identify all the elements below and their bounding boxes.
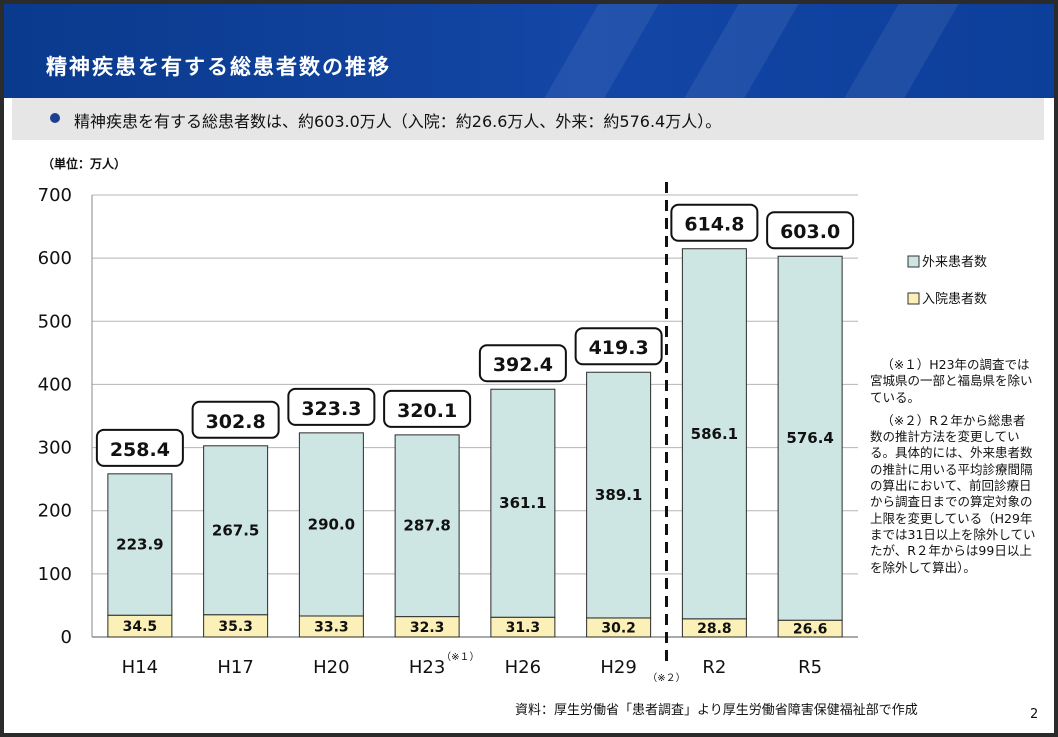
outpatient-value-label: 389.1 [595,486,642,504]
inpatient-value-label: 31.3 [506,620,541,636]
outpatient-value-label: 223.9 [116,536,163,554]
source-note: 資料：厚生労働省「患者調査」より厚生労働省障害保健福祉部で作成 [515,703,918,718]
total-value-label: 419.3 [589,337,649,359]
total-value-box [766,211,855,250]
inpatient-value-label: 35.3 [218,619,253,635]
x-tick-label: H17 [217,657,253,678]
inpatient-value-label: 32.3 [410,620,445,636]
inpatient-value-label: 34.5 [123,619,158,635]
total-value-label: 323.3 [301,398,361,420]
total-value-label: 258.4 [110,439,170,461]
legend-label: 入院患者数 [922,292,987,307]
outpatient-value-label: 576.4 [786,429,833,447]
total-value-label: 614.8 [684,214,744,236]
outpatient-value-label: 361.1 [499,494,546,512]
divider-footnote-mark: （※２） [647,672,685,684]
header-banner: 精神疾患を有する総患者数の推移 [4,4,1054,98]
total-value-box [191,400,280,439]
legend-swatch [907,292,920,305]
footnote-1: （※１）H23年の調査では宮城県の一部と福島県を除いている。 [870,357,1033,405]
page-title: 精神疾患を有する総患者数の推移 [46,55,391,79]
footnote-2: （※２）R２年から総患者数の推計方法を変更している。具体的には、外来患者数の推計… [870,412,1036,575]
x-tick-footnote-mark: （※１） [441,651,479,663]
x-tick-label: H23 [409,657,445,678]
inpatient-value-label: 30.2 [601,620,636,636]
outpatient-value-label: 267.5 [212,521,259,539]
bar-outpatient [394,434,460,618]
inpatient-value-label: 33.3 [314,619,349,635]
bar-outpatient [681,248,747,620]
total-value-box [287,387,376,426]
total-value-box [383,389,472,428]
total-value-box [95,428,184,467]
x-tick-label: R5 [798,657,822,678]
total-value-label: 392.4 [493,354,553,376]
bullet-icon [50,113,60,123]
bar-outpatient [203,445,269,616]
y-tick-label: 100 [38,564,72,585]
outpatient-value-label: 586.1 [691,425,738,443]
unit-label: （単位：万人） [42,157,127,171]
y-tick-label: 700 [38,185,72,206]
total-value-label: 320.1 [397,400,457,422]
x-tick-label: H26 [505,657,541,678]
summary-bar: 精神疾患を有する総患者数は、約603.0万人（入院：約26.6万人、外来：約57… [12,98,1044,140]
inpatient-value-label: 26.6 [793,622,828,638]
legend-swatch [907,255,920,268]
footnotes: （※１）H23年の調査では宮城県の一部と福島県を除いている。 （※２）R２年から… [870,357,1036,583]
bar-outpatient [586,371,652,619]
x-tick-label: H29 [600,657,636,678]
bar-outpatient [298,432,364,617]
y-tick-label: 400 [38,374,72,395]
legend-label: 外来患者数 [922,255,987,270]
total-value-box [478,344,567,383]
outpatient-value-label: 287.8 [403,517,450,535]
bar-outpatient [107,473,173,616]
outpatient-value-label: 290.0 [308,515,355,533]
inpatient-value-label: 28.8 [697,621,732,637]
y-tick-label: 600 [38,248,72,269]
total-value-label: 302.8 [206,411,266,433]
x-tick-label: H20 [313,657,349,678]
y-tick-label: 200 [38,501,72,522]
x-tick-label: R2 [702,657,726,678]
bar-outpatient [490,388,556,618]
y-tick-label: 0 [61,627,72,648]
x-tick-label: H14 [122,657,158,678]
total-value-box [670,203,759,242]
total-value-label: 603.0 [780,221,840,243]
bar-outpatient [777,255,843,621]
summary-text: 精神疾患を有する総患者数は、約603.0万人（入院：約26.6万人、外来：約57… [74,112,722,131]
y-tick-label: 500 [38,311,72,332]
page-number: 2 [1030,707,1039,722]
y-tick-label: 300 [38,438,72,459]
total-value-box [574,327,663,366]
